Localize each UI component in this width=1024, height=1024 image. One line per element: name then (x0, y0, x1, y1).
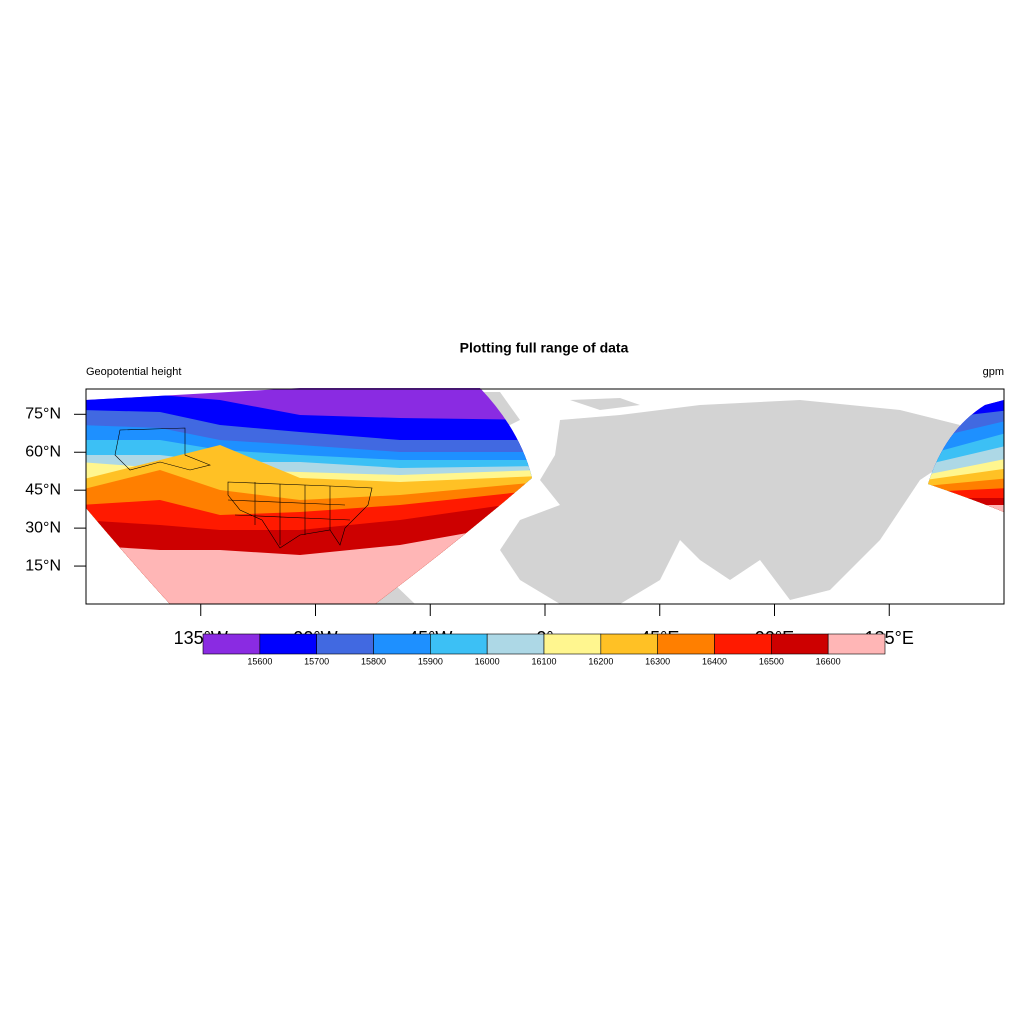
height-field (86, 388, 532, 604)
colorbar-label: 16300 (645, 656, 670, 666)
y-tick-label: 45°N (25, 481, 61, 498)
colorbar-label: 16200 (588, 656, 613, 666)
right-label: gpm (983, 366, 1004, 378)
arctic-land (570, 398, 640, 410)
colorbar-label: 15700 (304, 656, 329, 666)
colorbar-box (202, 633, 261, 655)
colorbar: 15600 15700 15800 15900 16000 16100 16200 16300… (202, 633, 886, 666)
colorbar-label: 16400 (702, 656, 727, 666)
colorbar-box (657, 633, 715, 655)
colorbar-box (543, 633, 602, 655)
y-tick-label: 60°N (25, 443, 61, 460)
y-tick-label: 30°N (25, 519, 61, 536)
y-tick-label: 75°N (25, 406, 61, 423)
contour-band (928, 498, 1004, 512)
colorbar-label: 15800 (361, 656, 386, 666)
colorbar-box (259, 633, 317, 655)
colorbar-label: 15600 (247, 656, 272, 666)
us-states (114, 427, 373, 549)
colorbar-box (316, 633, 374, 655)
colorbar-label: 16100 (531, 656, 556, 666)
colorbar-label: 16000 (475, 656, 500, 666)
y-tick-label: 15°N (25, 557, 61, 574)
eurasia-africa-land (500, 400, 960, 604)
contour-band (928, 505, 1004, 512)
alaska (114, 427, 211, 471)
colorbar-box (771, 633, 829, 655)
colorbar-label: 16500 (759, 656, 784, 666)
colorbar-box (486, 633, 545, 655)
colorbar-box (430, 633, 488, 655)
colorbar-label: 15900 (418, 656, 443, 666)
colorbar-box (714, 633, 772, 655)
left-label: Geopotential height (86, 366, 181, 378)
colorbar-box (827, 633, 886, 655)
state-lines (227, 482, 351, 545)
colorbar-box (373, 633, 431, 655)
chart-title: Plotting full range of data (460, 340, 629, 356)
colorbar-box (600, 633, 658, 655)
height-field-east (928, 400, 1004, 512)
colorbar-label: 16600 (816, 656, 841, 666)
